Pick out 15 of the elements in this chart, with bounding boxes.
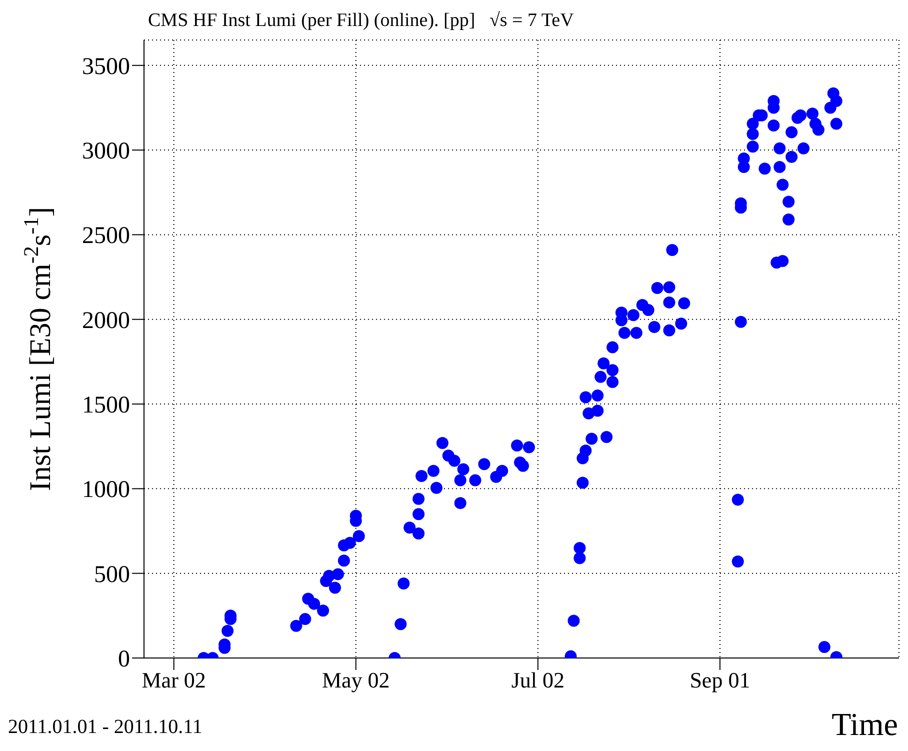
y-tick-label: 500: [94, 562, 130, 588]
x-tick-label: May 02: [322, 668, 390, 693]
text: 2011.01.01 - 2011.10.11: [8, 716, 202, 739]
y-tick-label: 2500: [82, 223, 130, 250]
x-tick-label: Jul 02: [511, 668, 565, 693]
x-axis-title: Time: [832, 706, 898, 743]
x-tick-label: Sep 01: [690, 668, 750, 693]
y-tick-label: 1500: [82, 392, 130, 419]
y-tick-label: 3500: [82, 54, 130, 80]
y-tick-label: 2000: [82, 308, 130, 334]
y-tick-label: 3000: [82, 138, 130, 165]
chart-title: CMS HF Inst Lumi (per Fill) (online). [pp] √s = 7 TeV: [148, 10, 575, 32]
y-tick-label: 0: [118, 646, 130, 673]
y-tick-label: 1000: [82, 477, 130, 504]
x-tick-label: Mar 02: [142, 668, 206, 693]
